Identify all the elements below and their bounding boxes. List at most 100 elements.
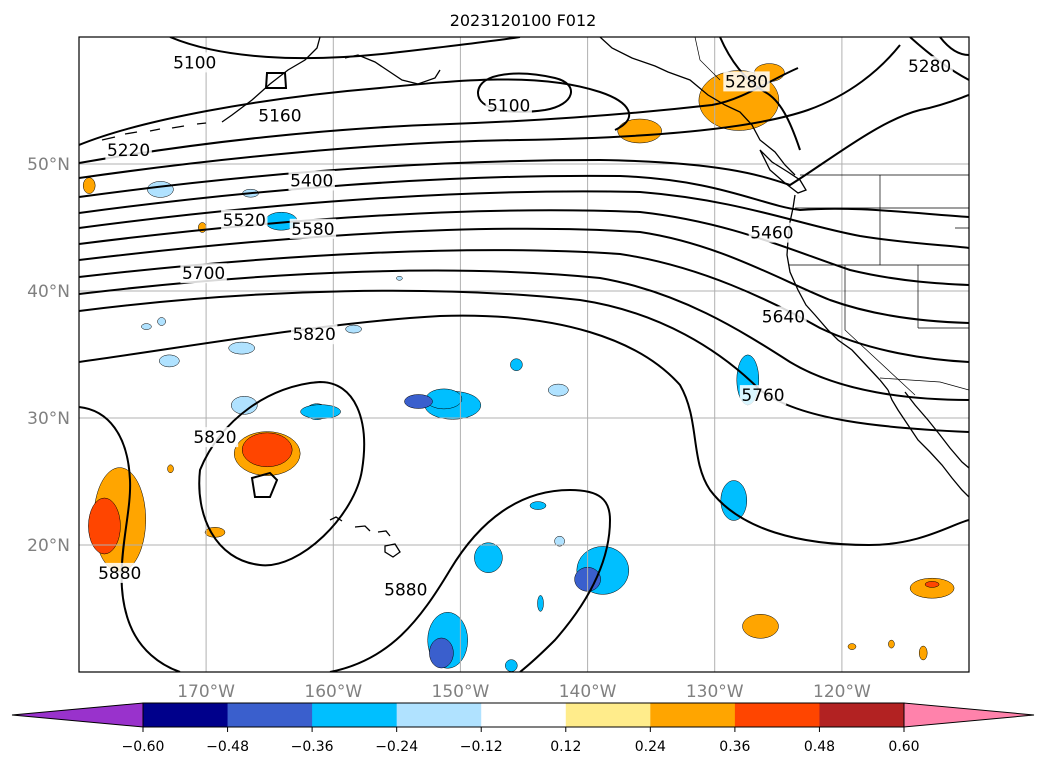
contour-line xyxy=(719,37,801,151)
contour-label: 5580 xyxy=(291,220,334,240)
mexico-gulf-coast xyxy=(904,391,969,469)
contour-label: 5100 xyxy=(173,53,216,73)
contour-line xyxy=(79,78,630,146)
contour-label: 5400 xyxy=(290,172,333,192)
shaded-area xyxy=(147,181,174,198)
contour-labels: 5100 5160 5220 5100 5280 5280 5400 5520 5580 5460… xyxy=(96,52,953,601)
contour-line xyxy=(79,227,969,324)
shaded-area xyxy=(159,354,180,368)
shaded-area xyxy=(204,527,226,538)
contour-label-bg xyxy=(256,105,304,126)
shaded-area xyxy=(300,404,341,419)
shaded-area xyxy=(617,118,662,144)
shaded-area xyxy=(396,276,403,281)
shaded-area xyxy=(548,383,569,397)
colorbar-tick-label: −0.48 xyxy=(206,739,249,755)
contour-line xyxy=(79,190,969,249)
shaded-area xyxy=(474,542,503,573)
contour-line xyxy=(198,380,366,567)
contour-label: 5280 xyxy=(908,57,951,77)
lat-tick-label: 30°N xyxy=(27,409,70,429)
colorbar-cell xyxy=(565,703,651,727)
contour-line xyxy=(939,37,969,56)
contour-label-bg xyxy=(760,306,807,327)
chart-title: 2023120100 F012 xyxy=(450,11,597,30)
lon-tick-label: 150°W xyxy=(432,682,490,702)
colorbar-cells xyxy=(11,702,1035,728)
shaded-area xyxy=(231,396,258,415)
colorbar-cell xyxy=(227,703,313,727)
lat-tick-label: 20°N xyxy=(27,536,70,556)
contour-label-bg xyxy=(291,324,338,345)
ocean-background xyxy=(79,37,969,672)
contour-label-bg xyxy=(288,170,335,191)
contour-label: 5820 xyxy=(193,428,236,448)
shaded-area xyxy=(505,659,518,672)
colorbar-tick-label: 0.60 xyxy=(888,739,919,755)
shaded-area xyxy=(167,464,174,474)
contour-label-bg xyxy=(221,209,268,230)
contour-label: 5820 xyxy=(293,325,336,345)
colorbar-cell xyxy=(734,703,820,727)
shaded-area xyxy=(345,324,362,334)
contour-label-bg xyxy=(739,385,787,406)
shaded-area xyxy=(888,639,895,649)
contour-label-bg xyxy=(723,71,770,92)
contour-label: 5100 xyxy=(487,97,530,117)
shaded-area xyxy=(847,643,857,650)
shaded-area xyxy=(924,581,940,588)
inside-passage-coast xyxy=(599,37,796,176)
contour-label: 5220 xyxy=(107,141,150,161)
shaded-area xyxy=(141,323,152,330)
shaded-area xyxy=(529,501,547,510)
colorbar-extend-max xyxy=(903,702,1035,728)
colorbar-cell xyxy=(819,703,905,727)
colorbar-ticks: −0.60 −0.48 −0.36 −0.24 −0.12 0.12 0.24 0.36 0.4… xyxy=(122,727,920,755)
contour-line xyxy=(79,289,969,433)
contour-label-bg xyxy=(485,95,532,116)
shaded-area xyxy=(157,317,166,326)
lon-tick-label: 120°W xyxy=(813,682,871,702)
colorbar-tick-label: −0.36 xyxy=(291,739,334,755)
shaded-area xyxy=(429,637,454,669)
colorbar-tick-label: 0.36 xyxy=(719,739,750,755)
shaded-area xyxy=(909,577,955,599)
contour-label-bg xyxy=(191,427,239,448)
contour-label: 5520 xyxy=(223,211,266,231)
contour-label: 5280 xyxy=(725,72,768,92)
map-area: 5100 5160 5220 5100 5280 5280 5400 5520 5580 5460… xyxy=(79,37,969,672)
contour-label: 5880 xyxy=(384,581,427,601)
contour-label-bg xyxy=(180,263,227,284)
shaded-area xyxy=(241,432,293,468)
contour-line xyxy=(79,249,969,363)
colorbar-tick-label: 0.12 xyxy=(550,739,581,755)
shaded-area xyxy=(537,595,544,612)
us-mexico-border xyxy=(879,377,969,391)
lat-tick-label: 50°N xyxy=(27,155,70,175)
aleutian-islands xyxy=(101,122,207,141)
alaska-coast xyxy=(221,37,321,123)
contour-label-bg xyxy=(96,562,143,583)
shaded-area xyxy=(510,358,523,371)
shaded-area xyxy=(554,535,565,547)
contour-line xyxy=(329,488,612,672)
contour-line xyxy=(79,269,969,401)
contour-line xyxy=(79,209,969,286)
lat-tick-label: 40°N xyxy=(27,282,70,302)
shaded-area xyxy=(228,341,255,355)
shaded-area xyxy=(918,645,928,661)
contour-line xyxy=(250,471,279,498)
colorbar-tick-label: 0.24 xyxy=(635,739,666,755)
colorbar-tick-label: −0.24 xyxy=(375,739,418,755)
contour-line xyxy=(79,67,799,164)
lon-tick-label: 160°W xyxy=(304,682,362,702)
contour-label-bg xyxy=(748,222,796,243)
shaded-area xyxy=(88,497,121,555)
vancouver-island-coast xyxy=(759,149,807,194)
contour-label-bg xyxy=(171,52,218,73)
contour-line xyxy=(79,406,181,672)
colorbar-cell xyxy=(481,703,567,727)
gridlines xyxy=(79,37,969,672)
contour-label-bg xyxy=(105,140,152,160)
